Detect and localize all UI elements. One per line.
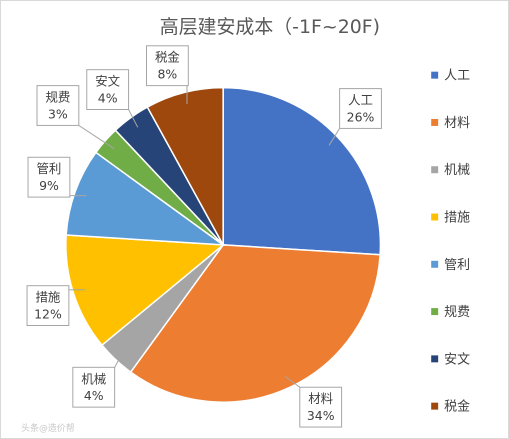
legend-swatch-3 bbox=[431, 166, 439, 174]
data-label-category-6: 规费 bbox=[45, 90, 70, 105]
callout-box-7 bbox=[86, 69, 130, 111]
callout-leader-6 bbox=[78, 125, 115, 150]
legend-swatch-8 bbox=[431, 402, 439, 410]
pie-slice-4 bbox=[65, 234, 226, 347]
callout-box-4 bbox=[26, 285, 70, 327]
chart-title: 高层建安成本（-1F~20F) bbox=[160, 16, 380, 38]
data-label-category-7: 安文 bbox=[95, 74, 120, 89]
data-label-percent-5: 9% bbox=[39, 178, 59, 193]
callout-box-3 bbox=[72, 366, 116, 408]
callout-leader-1 bbox=[328, 128, 341, 146]
pie-slice-8 bbox=[146, 86, 224, 246]
callout-box-5 bbox=[27, 156, 71, 198]
callout-box-2 bbox=[299, 386, 343, 428]
data-label-category-5: 管利 bbox=[36, 161, 61, 176]
data-label-category-1: 人工 bbox=[348, 93, 373, 108]
legend-label-4: 措施 bbox=[444, 210, 470, 225]
legend-label-8: 税金 bbox=[444, 399, 470, 415]
data-label-category-3: 机械 bbox=[81, 371, 106, 386]
legend-label-3: 机械 bbox=[444, 163, 470, 178]
data-label-percent-2: 34% bbox=[307, 408, 335, 423]
pie-slice-5 bbox=[65, 151, 226, 246]
legend-swatch-7 bbox=[431, 355, 439, 363]
data-label-percent-6: 3% bbox=[48, 106, 68, 121]
legend-label-1: 人工 bbox=[444, 69, 470, 84]
callout-box-1 bbox=[339, 88, 382, 129]
data-label-percent-8: 8% bbox=[158, 67, 178, 82]
legend-swatch-2 bbox=[431, 118, 439, 126]
callout-box-6 bbox=[36, 85, 80, 126]
callout-leader-2 bbox=[284, 375, 301, 388]
data-label-category-2: 材料 bbox=[308, 391, 333, 406]
legend-label-2: 材料 bbox=[444, 116, 470, 131]
data-label-category-4: 措施 bbox=[36, 290, 61, 305]
legend-swatch-6 bbox=[431, 308, 439, 316]
data-label-category-8: 税金 bbox=[155, 50, 180, 65]
callout-leader-3 bbox=[114, 350, 125, 368]
data-label-percent-4: 12% bbox=[34, 307, 62, 322]
legend-label-5: 管利 bbox=[444, 258, 470, 273]
legend-swatch-5 bbox=[431, 260, 439, 268]
pie-slices bbox=[65, 86, 382, 403]
callout-leader-7 bbox=[128, 109, 139, 128]
data-label-percent-3: 4% bbox=[84, 388, 104, 403]
pie-slice-2 bbox=[129, 244, 381, 403]
legend-swatch-1 bbox=[431, 71, 439, 79]
data-label-percent-7: 4% bbox=[98, 91, 118, 106]
watermark: 头条@造价帮 bbox=[21, 422, 75, 434]
legend-swatch-4 bbox=[431, 213, 439, 221]
data-label-percent-1: 26% bbox=[347, 109, 375, 124]
pie-slice-1 bbox=[222, 86, 382, 256]
legend-label-6: 规费 bbox=[444, 305, 470, 320]
legend-label-7: 安文 bbox=[444, 352, 470, 367]
callout-box-8 bbox=[145, 45, 189, 87]
